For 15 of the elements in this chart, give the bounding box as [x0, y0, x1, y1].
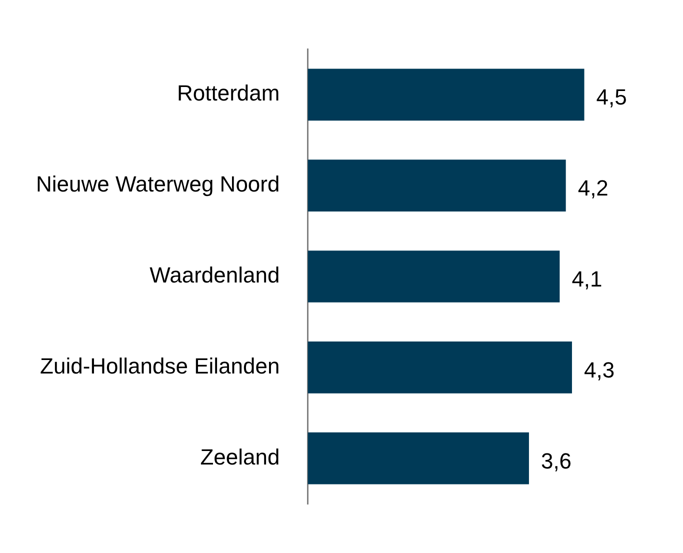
data-label: 3,6	[540, 448, 572, 474]
bar	[308, 68, 584, 121]
bar	[308, 432, 529, 484]
data-label: 4,1	[572, 266, 602, 292]
y-tick-label: Nieuwe Waterweg Noord	[36, 172, 280, 197]
y-tick-label: Zeeland	[200, 444, 280, 470]
y-tick-label: Waardenland	[150, 262, 280, 288]
data-label: 4,2	[578, 176, 608, 201]
data-label: 4,5	[596, 84, 627, 110]
y-tick-label: Rotterdam	[177, 80, 280, 106]
bar	[308, 342, 572, 394]
y-tick-label: Zuid-Hollandse Eilanden	[40, 353, 280, 378]
bar	[308, 250, 560, 302]
data-label: 4,3	[584, 357, 615, 382]
bar	[308, 160, 566, 212]
